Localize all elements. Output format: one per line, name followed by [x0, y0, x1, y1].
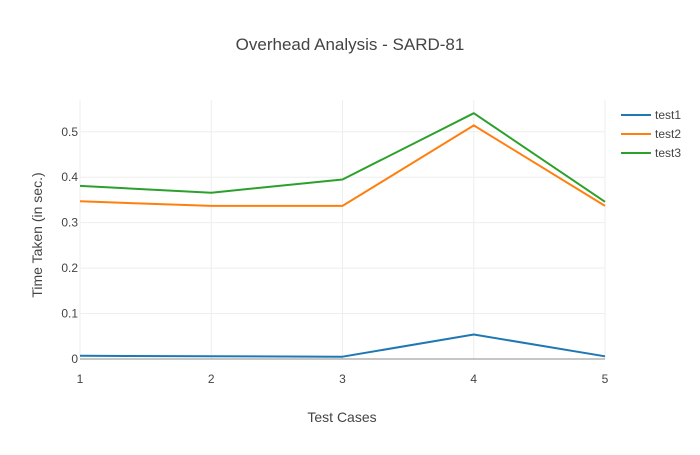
x-tick-label: 5 [602, 372, 609, 386]
grid-layer [79, 100, 606, 360]
y-tick-label: 0.3 [61, 216, 78, 230]
y-axis-ticks: 0 0.1 0.2 0.3 0.4 0.5 [61, 125, 78, 366]
series-line-test1 [79, 333, 606, 358]
x-tick-label: 2 [208, 372, 215, 386]
legend-label-test3: test3 [655, 146, 681, 160]
x-tick-label: 3 [339, 372, 346, 386]
series-layer [79, 112, 606, 358]
chart-title: Overhead Analysis - SARD-81 [236, 35, 465, 54]
y-tick-label: 0.4 [61, 170, 78, 184]
x-tick-label: 4 [470, 372, 477, 386]
x-axis-title: Test Cases [307, 409, 376, 425]
series-line-test3 [79, 112, 606, 203]
legend-label-test1: test1 [655, 108, 681, 122]
y-tick-label: 0.5 [61, 125, 78, 139]
y-tick-label: 0.2 [61, 261, 78, 275]
x-tick-label: 1 [77, 372, 84, 386]
legend: test1 test2 test3 [621, 108, 681, 160]
series-line-test2 [79, 124, 606, 207]
y-tick-label: 0 [71, 352, 78, 366]
y-tick-label: 0.1 [61, 307, 78, 321]
x-axis-ticks: 1 2 3 4 5 [77, 372, 609, 386]
legend-label-test2: test2 [655, 127, 681, 141]
y-axis-title: Time Taken (in sec.) [29, 172, 45, 297]
